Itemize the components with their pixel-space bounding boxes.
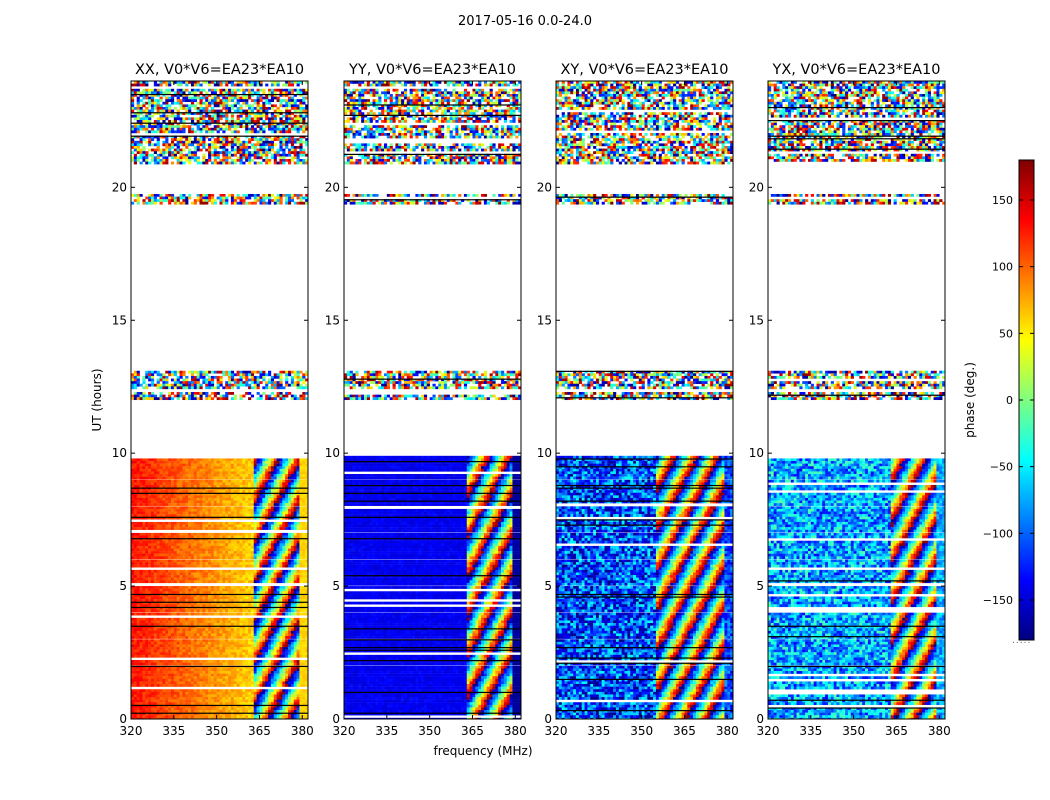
panel-yy: YY, V0*V6=EA23*EA10 320 335 350 365 380 0 5 10 15… [325, 62, 527, 738]
phase-image-yy [344, 81, 521, 719]
x-tick-label: 335 [587, 724, 610, 738]
x-tick-label: 320 [757, 724, 780, 738]
panel-title: YX, V0*V6=EA23*EA10 [771, 62, 940, 78]
x-tick-label: 365 [461, 724, 484, 738]
panel-xy: XY, V0*V6=EA23*EA10 320 335 350 365 380 0 5 10 15… [537, 62, 739, 738]
colorbar: −150 −100 −50 0 50 100 150 phase (deg.) [963, 159, 1035, 641]
x-tick-label: 380 [291, 724, 314, 738]
colorbar-tick-label: −100 [983, 527, 1013, 540]
x-tick-label: 335 [375, 724, 398, 738]
x-tick-label: 380 [928, 724, 951, 738]
x-tick-label: 365 [673, 724, 696, 738]
y-tick-label: 15 [749, 313, 764, 327]
panel-frame [555, 80, 734, 720]
y-tick-label: 10 [749, 446, 764, 460]
panel-xx: XX, V0*V6=EA23*EA10 320 335 350 365 380 0 5 10 15… [112, 62, 314, 738]
y-tick-label: 10 [112, 446, 127, 460]
x-tick-label: 350 [630, 724, 653, 738]
x-tick-label: 365 [885, 724, 908, 738]
phase-image-yx [768, 81, 945, 719]
phase-image-xy [556, 81, 733, 719]
figure-suptitle: 2017-05-16 0.0-24.0 [0, 14, 1050, 29]
x-tick-label: 365 [248, 724, 271, 738]
colorbar-tick-label: −150 [983, 594, 1013, 607]
colorbar-tick-label: 0 [1006, 394, 1013, 407]
panel-frame [767, 80, 946, 720]
y-tick-label: 5 [544, 579, 552, 593]
y-tick-label: 20 [325, 180, 340, 194]
panel-frame [130, 80, 309, 720]
colorbar-tick-label: 100 [992, 261, 1013, 274]
y-tick-label: 10 [325, 446, 340, 460]
colorbar-footnote: ..... [1012, 636, 1031, 646]
panel-title: XX, V0*V6=EA23*EA10 [135, 62, 304, 78]
colorbar-tick-label: −50 [990, 461, 1013, 474]
x-tick-label: 380 [504, 724, 527, 738]
panel-title: XY, V0*V6=EA23*EA10 [560, 62, 728, 78]
panels-group: XX, V0*V6=EA23*EA10 320 335 350 365 380 0 5 10 15… [112, 62, 951, 738]
y-tick-label: 0 [544, 712, 552, 726]
x-tick-label: 350 [418, 724, 441, 738]
y-tick-label: 20 [112, 180, 127, 194]
panel-title: YY, V0*V6=EA23*EA10 [348, 62, 516, 78]
x-tick-label: 335 [162, 724, 185, 738]
y-tick-label: 15 [325, 313, 340, 327]
axis-labels: frequency (MHz) UT (hours) [90, 368, 533, 758]
panel-frame [343, 80, 522, 720]
y-tick-label: 0 [119, 712, 127, 726]
colorbar-tick-label: 50 [999, 327, 1013, 340]
y-axis-label: UT (hours) [90, 368, 104, 431]
y-tick-label: 0 [756, 712, 764, 726]
panel-yx: YX, V0*V6=EA23*EA10 320 335 350 365 380 0 5 10 15… [749, 62, 951, 738]
colorbar-tick-label: 150 [992, 194, 1013, 207]
y-tick-label: 0 [332, 712, 340, 726]
y-tick-label: 5 [756, 579, 764, 593]
y-tick-label: 15 [112, 313, 127, 327]
y-tick-label: 20 [537, 180, 552, 194]
x-tick-label: 380 [716, 724, 739, 738]
x-axis-label: frequency (MHz) [433, 744, 532, 758]
x-tick-label: 320 [120, 724, 143, 738]
x-tick-label: 335 [799, 724, 822, 738]
phase-image-xx [131, 81, 308, 719]
y-tick-label: 10 [537, 446, 552, 460]
y-tick-label: 15 [537, 313, 552, 327]
x-tick-label: 350 [205, 724, 228, 738]
x-tick-label: 320 [333, 724, 356, 738]
colorbar-label: phase (deg.) [963, 362, 977, 438]
y-tick-label: 20 [749, 180, 764, 194]
y-tick-label: 5 [119, 579, 127, 593]
x-tick-label: 320 [545, 724, 568, 738]
x-tick-label: 350 [842, 724, 865, 738]
y-tick-label: 5 [332, 579, 340, 593]
